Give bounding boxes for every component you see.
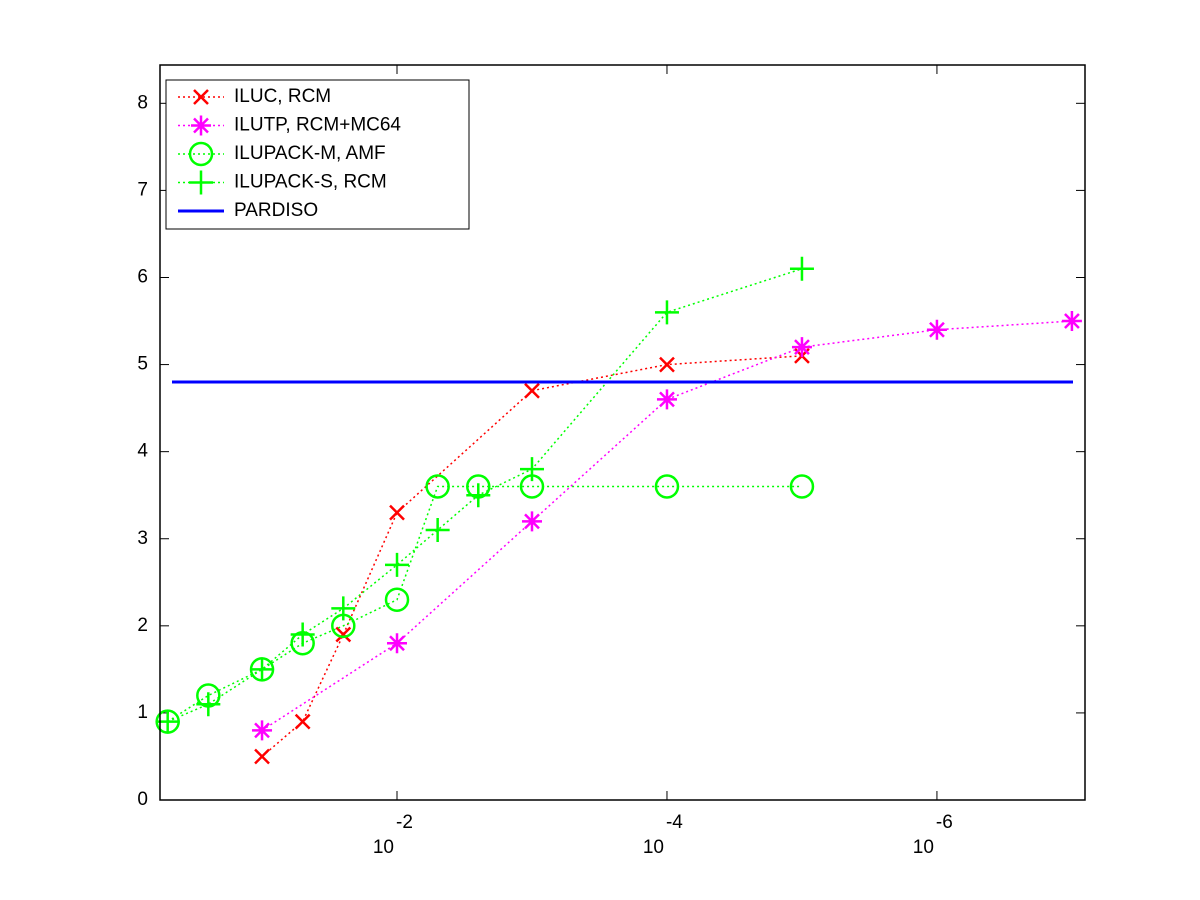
marker <box>384 587 410 612</box>
legend-symbol <box>188 141 214 167</box>
marker <box>1061 311 1082 332</box>
x-tick-label: 10 <box>913 837 934 858</box>
marker <box>254 748 270 765</box>
legend-box <box>165 79 470 230</box>
x-tick-exponent: -6 <box>936 812 953 833</box>
legend-marker <box>189 170 213 195</box>
legend-symbol <box>191 115 211 136</box>
marker <box>335 626 352 643</box>
y-tick-label: 0 <box>137 789 148 810</box>
y-tick-label: 8 <box>137 92 148 113</box>
marker <box>654 300 679 325</box>
legend-symbol <box>189 170 213 195</box>
marker <box>389 504 405 521</box>
series <box>252 311 1082 741</box>
marker <box>290 622 315 647</box>
series <box>155 256 814 734</box>
legend-marker <box>193 89 209 105</box>
legend-label: ILUPACK-S, RCM <box>234 172 387 193</box>
marker <box>654 474 680 499</box>
marker <box>387 633 408 654</box>
legend-label: ILUPACK-M, AMF <box>234 143 386 164</box>
y-tick-label: 4 <box>137 441 148 462</box>
x-tick-label: 10 <box>643 837 664 858</box>
marker <box>294 713 311 730</box>
marker <box>926 319 947 340</box>
marker <box>524 382 540 399</box>
legend-label: PARDISO <box>234 200 318 221</box>
marker <box>385 552 410 577</box>
legend-label: ILUTP, RCM+MC64 <box>234 115 401 136</box>
marker <box>250 657 275 682</box>
legend-label: ILUC, RCM <box>234 86 331 107</box>
marker <box>659 356 675 373</box>
marker <box>425 518 450 543</box>
marker <box>789 474 815 499</box>
marker <box>789 256 814 281</box>
legend-symbol <box>193 89 209 105</box>
y-tick-label: 5 <box>137 354 148 375</box>
x-tick-exponent: -2 <box>396 812 413 833</box>
axes-box <box>159 64 1086 801</box>
y-tick-label: 1 <box>137 702 148 723</box>
legend-marker <box>191 115 211 136</box>
legend-marker <box>188 141 214 167</box>
marker <box>196 692 221 717</box>
series-line <box>167 268 803 723</box>
marker <box>252 720 273 741</box>
marker <box>521 511 542 532</box>
series-line <box>167 485 802 723</box>
x-tick-label: 10 <box>373 837 394 858</box>
y-tick-label: 7 <box>137 179 148 200</box>
marker <box>656 389 677 410</box>
x-tick-exponent: -4 <box>666 812 683 833</box>
marker <box>519 457 544 482</box>
marker <box>425 474 450 499</box>
y-tick-label: 6 <box>137 267 148 288</box>
y-tick-label: 2 <box>137 615 148 636</box>
marker <box>791 337 812 358</box>
marker <box>466 483 491 508</box>
marker <box>331 596 356 621</box>
legend: ILUC, RCM ILUTP, RCM+MC64 ILUPACK-M, AMF IL… <box>165 79 470 230</box>
y-tick-label: 3 <box>137 528 148 549</box>
